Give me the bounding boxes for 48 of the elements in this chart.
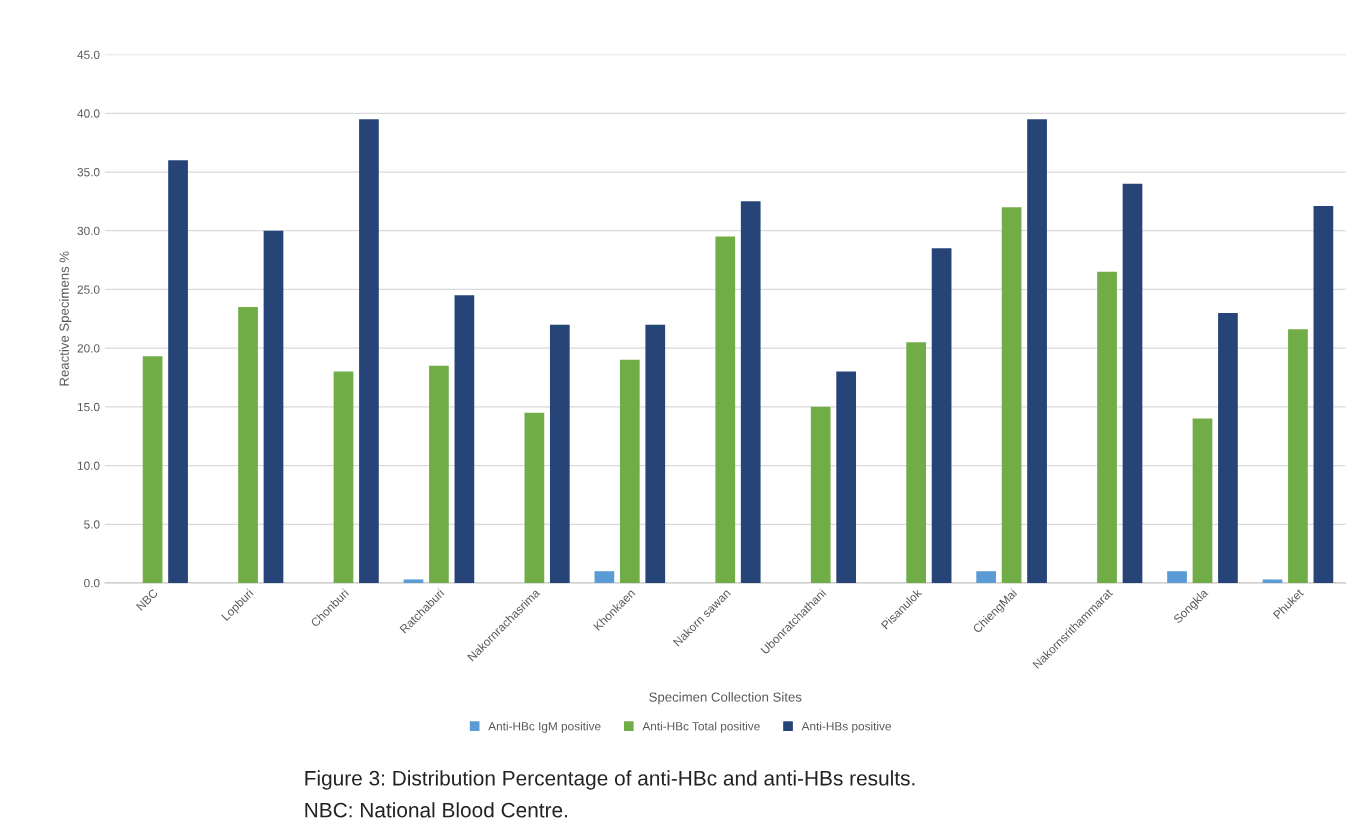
legend-label: Anti-HBc Total positive	[642, 721, 760, 733]
bar	[810, 406, 831, 583]
bar	[403, 579, 424, 583]
y-tick-label: 0.0	[84, 578, 100, 588]
y-tick-label: 10.0	[77, 461, 100, 470]
y-tick-label: 5.0	[84, 520, 100, 529]
bar	[238, 307, 258, 583]
caption: Figure 3: Distribution Percentage of anti-HBc and anti-HBs results.	[305, 770, 915, 790]
bar	[1288, 329, 1308, 583]
legend-label: Anti-HBc IgM positive	[488, 721, 601, 733]
bar	[142, 356, 163, 583]
bar	[1262, 579, 1283, 583]
bar	[549, 324, 570, 583]
y-tick-label: 25.0	[77, 285, 100, 294]
bar	[524, 412, 545, 583]
bar	[333, 371, 354, 583]
bar	[263, 230, 284, 583]
bar	[976, 571, 997, 583]
bar	[1027, 119, 1047, 583]
bar	[1001, 207, 1022, 583]
bar	[454, 295, 475, 583]
bar	[931, 248, 952, 583]
bar	[906, 342, 927, 583]
bar	[1167, 571, 1187, 583]
text: NBC: National Blood Centre.	[305, 802, 567, 818]
bar	[740, 201, 761, 583]
x-axis-title: Specimen Collection Sites	[649, 692, 802, 705]
bar	[1122, 183, 1143, 583]
bar	[1313, 206, 1334, 583]
legend-label: Anti-HBs positive	[801, 721, 891, 733]
y-tick-label: 40.0	[77, 109, 100, 118]
bar	[1192, 418, 1213, 583]
bar	[429, 365, 449, 583]
bar	[359, 119, 379, 583]
y-tick-label: 20.0	[77, 344, 100, 353]
bar	[836, 371, 857, 583]
bar	[1218, 312, 1238, 583]
y-tick-label: 35.0	[77, 168, 100, 177]
bar	[645, 324, 666, 583]
y-axis-title: Reactive Specimens %	[59, 251, 72, 386]
bar	[1097, 271, 1117, 583]
bar	[715, 236, 736, 583]
y-tick-label: 15.0	[77, 402, 100, 412]
bar	[168, 160, 188, 583]
bar	[619, 359, 640, 583]
bar	[594, 571, 615, 583]
y-tick-label: 30.0	[77, 226, 100, 236]
y-tick-label: 45.0	[77, 50, 100, 59]
